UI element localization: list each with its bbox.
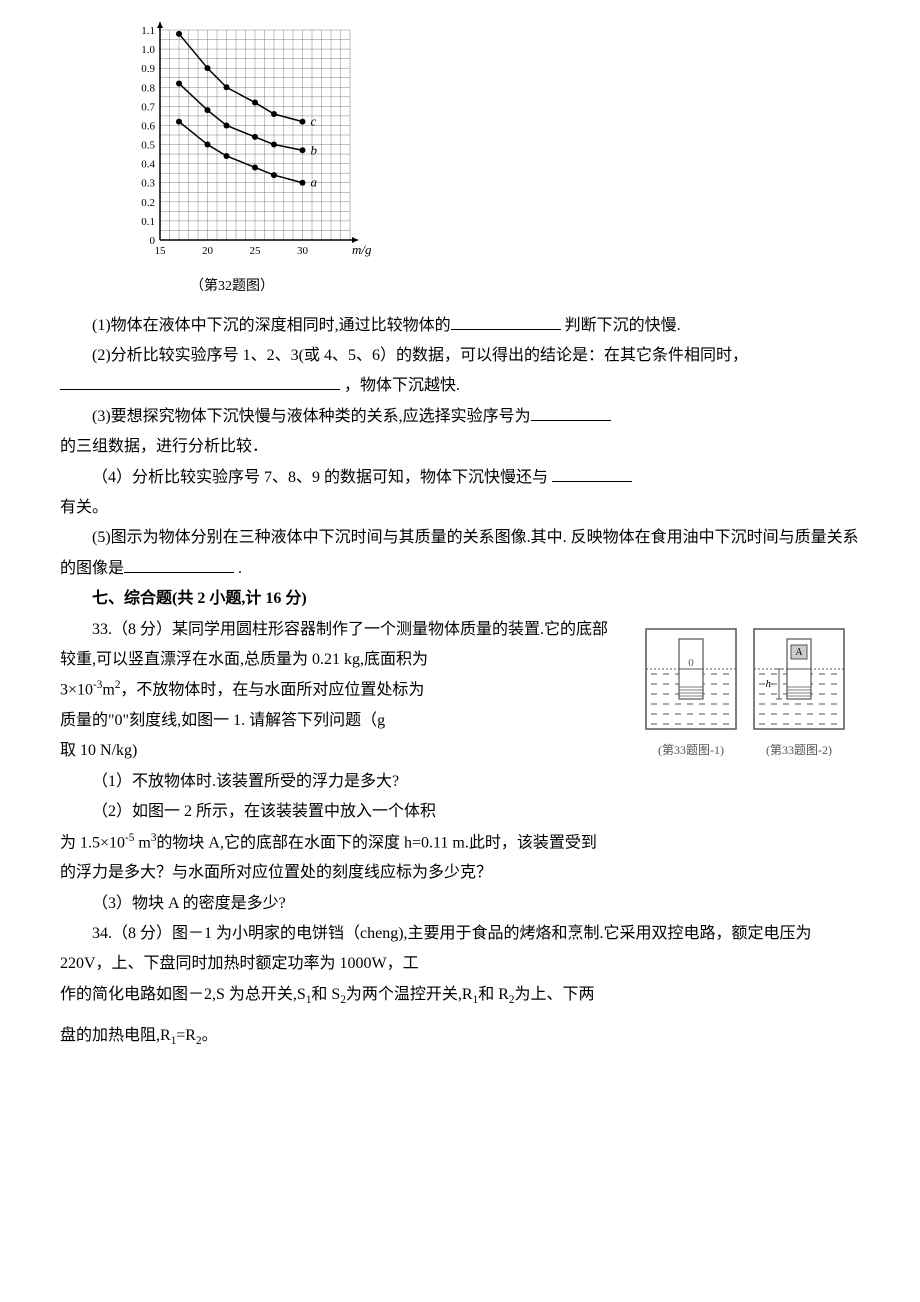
q32-2b: ，物体下沉越快.: [340, 377, 460, 394]
svg-text:t/s: t/s: [152, 20, 164, 23]
txt: 为 1.5×10: [60, 834, 125, 851]
q32-4a: （4）分析比较实验序号 7、8、9 的数据可知，物体下沉快慢还与: [92, 469, 552, 486]
q33-block: 0 Ah (第33题图-1) (第33题图-2) 33.（8 分）某同学用圆柱形…: [60, 615, 860, 828]
q32-4b: 有关。: [60, 493, 860, 523]
svg-text:25: 25: [250, 245, 262, 257]
blank: [531, 405, 611, 421]
svg-text:0.7: 0.7: [141, 101, 155, 113]
svg-text:0.3: 0.3: [141, 178, 155, 190]
txt: 盘的加热电阻,R: [60, 1027, 171, 1044]
svg-text:1.1: 1.1: [141, 25, 155, 37]
svg-text:0: 0: [688, 657, 694, 669]
sup: -3: [93, 679, 102, 691]
svg-text:15: 15: [155, 245, 167, 257]
svg-text:0: 0: [150, 235, 156, 247]
sup: -5: [125, 832, 134, 844]
svg-text:0.6: 0.6: [141, 120, 155, 132]
q33-p1: （1）不放物体时.该装置所受的浮力是多大?: [60, 767, 860, 797]
txt: m: [102, 682, 114, 699]
txt: 和 S: [311, 986, 340, 1003]
svg-text:0.8: 0.8: [141, 82, 155, 94]
q32-5b: .: [234, 560, 242, 577]
txt: 为两个温控开关,R: [346, 986, 473, 1003]
txt: 的物块 A,它的底部在水面下的深度 h=0.11 m.此时，该装置受到: [156, 834, 596, 851]
blank: [451, 314, 561, 330]
svg-text:0.2: 0.2: [141, 197, 155, 209]
txt: 34.（8 分）图－1 为小明家的电饼铛（cheng),主要用于食品的烤烙和烹制…: [60, 925, 812, 972]
svg-text:30: 30: [297, 245, 309, 257]
q34-p1: 34.（8 分）图－1 为小明家的电饼铛（cheng),主要用于食品的烤烙和烹制…: [60, 919, 860, 980]
q32-1b: 判断下沉的快慢.: [561, 317, 681, 334]
svg-text:0.9: 0.9: [141, 63, 155, 75]
svg-text:m/g: m/g: [352, 242, 372, 257]
q34-p1b: 作的简化电路如图－2,S 为总开关,S1和 S2为两个温控开关,R1和 R2为上…: [60, 980, 860, 1011]
txt: ，不放物体时，在与水面所对应位置处标为: [120, 682, 424, 699]
q32-3b: 的三组数据，进行分析比较．: [60, 432, 860, 462]
svg-text:A: A: [795, 647, 803, 658]
fig33-1: 0: [641, 619, 741, 739]
txt: 为上、下两: [514, 986, 594, 1003]
txt: 。: [202, 1027, 218, 1044]
blank: [552, 466, 632, 482]
svg-text:0.4: 0.4: [141, 159, 155, 171]
svg-text:0.5: 0.5: [141, 140, 155, 152]
svg-text:20: 20: [202, 245, 214, 257]
chart-svg: 15 20 25 30 0 0.1 0.2 0.3 0.4 0.5 0.6 0.7 0.8 0.9 1.0 1…: [120, 20, 380, 270]
txt: =R: [176, 1027, 196, 1044]
blank: [124, 557, 234, 573]
svg-text:b: b: [311, 142, 318, 157]
q33-p4: （3）物块 A 的密度是多少?: [60, 889, 860, 919]
svg-text:h: h: [766, 678, 772, 690]
q32-3: (3)要想探究物体下沉快慢与液体种类的关系,应选择实验序号为: [60, 402, 860, 432]
q33-p3: 为 1.5×10-5 m3的物块 A,它的底部在水面下的深度 h=0.11 m.…: [60, 828, 860, 859]
txt: 作的简化电路如图－2,S 为总开关,S: [60, 986, 306, 1003]
svg-text:1.0: 1.0: [141, 44, 155, 56]
q32-1a: (1)物体在液体中下沉的深度相同时,通过比较物体的: [92, 317, 451, 334]
chart-block: 15 20 25 30 0 0.1 0.2 0.3 0.4 0.5 0.6 0.7 0.8 0.9 1.0 1…: [120, 20, 860, 301]
fig33-2-cap: (第33题图-2): [749, 739, 849, 762]
q32-2a: (2)分析比较实验序号 1、2、3(或 4、5、6）的数据，可以得出的结论是：在…: [92, 347, 748, 364]
q32-2: (2)分析比较实验序号 1、2、3(或 4、5、6）的数据，可以得出的结论是：在…: [60, 341, 860, 402]
fig33-1-cap: (第33题图-1): [641, 739, 741, 762]
txt: 和 R: [478, 986, 509, 1003]
q33-p3d: 的浮力是多大？与水面所对应位置处的刻度线应标为多少克？: [60, 858, 860, 888]
svg-text:0.1: 0.1: [141, 216, 155, 228]
fig33-2: Ah: [749, 619, 849, 739]
q32-1: (1)物体在液体中下沉的深度相同时,通过比较物体的 判断下沉的快慢.: [60, 311, 860, 341]
q33-figures: 0 Ah (第33题图-1) (第33题图-2): [630, 619, 860, 762]
txt: 3×10: [60, 682, 93, 699]
txt: m: [134, 834, 150, 851]
q34-p2: 盘的加热电阻,R1=R2。: [60, 1021, 860, 1052]
q32-5: (5)图示为物体分别在三种液体中下沉时间与其质量的关系图像.其中. 反映物体在食…: [60, 523, 860, 584]
section7-title: 七、综合题(共 2 小题,计 16 分): [60, 584, 860, 614]
blank: [60, 374, 340, 390]
q32-4: （4）分析比较实验序号 7、8、9 的数据可知，物体下沉快慢还与: [60, 463, 860, 493]
q32-3a: (3)要想探究物体下沉快慢与液体种类的关系,应选择实验序号为: [92, 408, 531, 425]
svg-text:c: c: [311, 114, 317, 129]
svg-text:a: a: [311, 175, 318, 190]
chart-caption: （第32题图）: [190, 274, 860, 301]
q33-p2: （2）如图一 2 所示，在该装装置中放入一个体积: [60, 797, 860, 827]
